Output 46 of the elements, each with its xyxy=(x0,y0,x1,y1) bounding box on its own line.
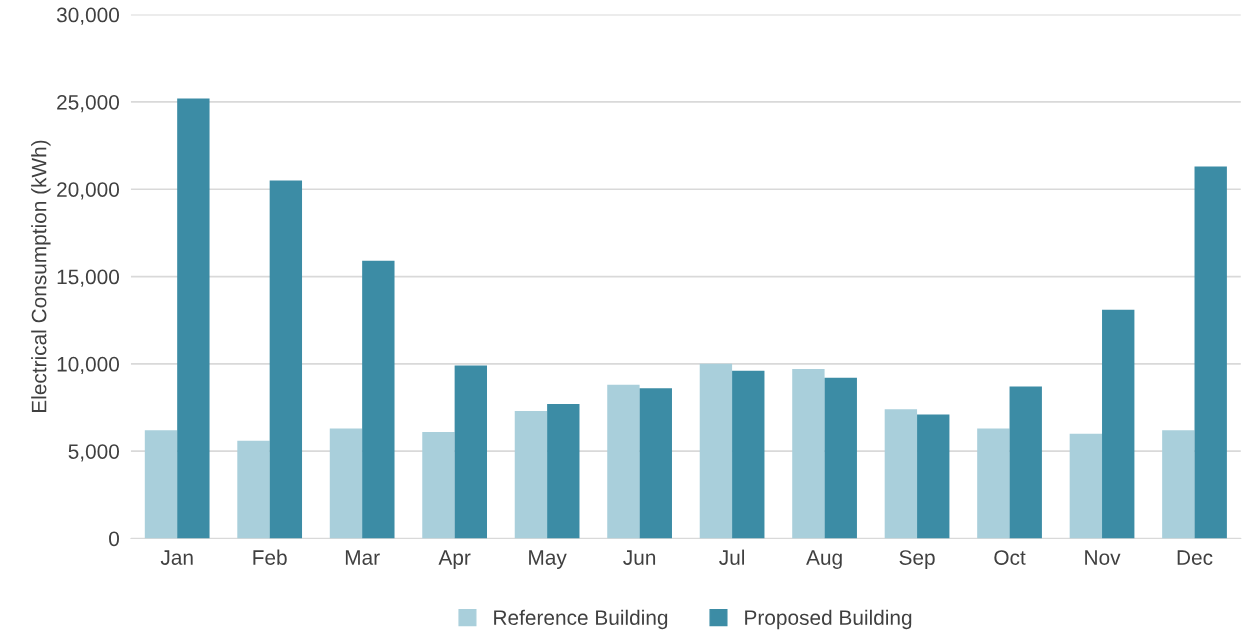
x-tick-label: Jan xyxy=(160,550,193,565)
bar xyxy=(547,404,580,539)
bar xyxy=(514,411,548,539)
bar xyxy=(177,98,210,539)
x-tick-label: Sep xyxy=(899,550,935,570)
bar xyxy=(144,430,178,539)
x-tick-label: Jun xyxy=(623,550,656,565)
legend-label: Reference Building xyxy=(494,609,668,630)
x-tick-label: Nov xyxy=(1085,550,1121,565)
bar xyxy=(1102,309,1135,539)
bar xyxy=(329,428,363,539)
y-axis-title: Electrical Consumption (kWh) xyxy=(31,140,51,413)
y-tick-label: 30,000 xyxy=(56,7,120,25)
bar xyxy=(732,370,765,539)
x-tick-label: Aug xyxy=(806,550,842,570)
bar xyxy=(1162,430,1195,539)
bar xyxy=(1009,386,1042,539)
bar xyxy=(824,377,857,539)
y-tick-label: 15,000 xyxy=(57,269,120,287)
y-tick-label: 10,000 xyxy=(57,356,120,375)
bar xyxy=(237,440,270,539)
bar xyxy=(269,180,303,539)
legend-label: Proposed Building xyxy=(745,609,912,630)
x-tick-label: Mar xyxy=(345,550,380,565)
x-tick-label: Feb xyxy=(253,549,287,565)
bar xyxy=(639,388,672,539)
bar xyxy=(792,369,825,539)
bar xyxy=(362,260,395,539)
bar xyxy=(454,365,488,539)
x-tick-label: Apr xyxy=(438,550,471,570)
y-tick-label: 5,000 xyxy=(68,444,120,462)
y-tick-label: 20,000 xyxy=(57,182,120,200)
y-tick-label: 25,000 xyxy=(57,94,120,113)
bar xyxy=(917,414,950,539)
bar xyxy=(977,428,1010,539)
bar xyxy=(1069,433,1103,539)
y-tick-label: 0 xyxy=(109,531,120,547)
bar xyxy=(607,384,640,539)
x-tick-label: May xyxy=(529,550,567,570)
x-tick-label: Jul xyxy=(719,549,745,565)
bar xyxy=(1194,166,1227,539)
bar xyxy=(699,363,733,539)
bar xyxy=(422,431,455,539)
x-tick-label: Dec xyxy=(1177,550,1213,565)
x-tick-label: Oct xyxy=(994,550,1026,565)
bar xyxy=(884,409,918,539)
